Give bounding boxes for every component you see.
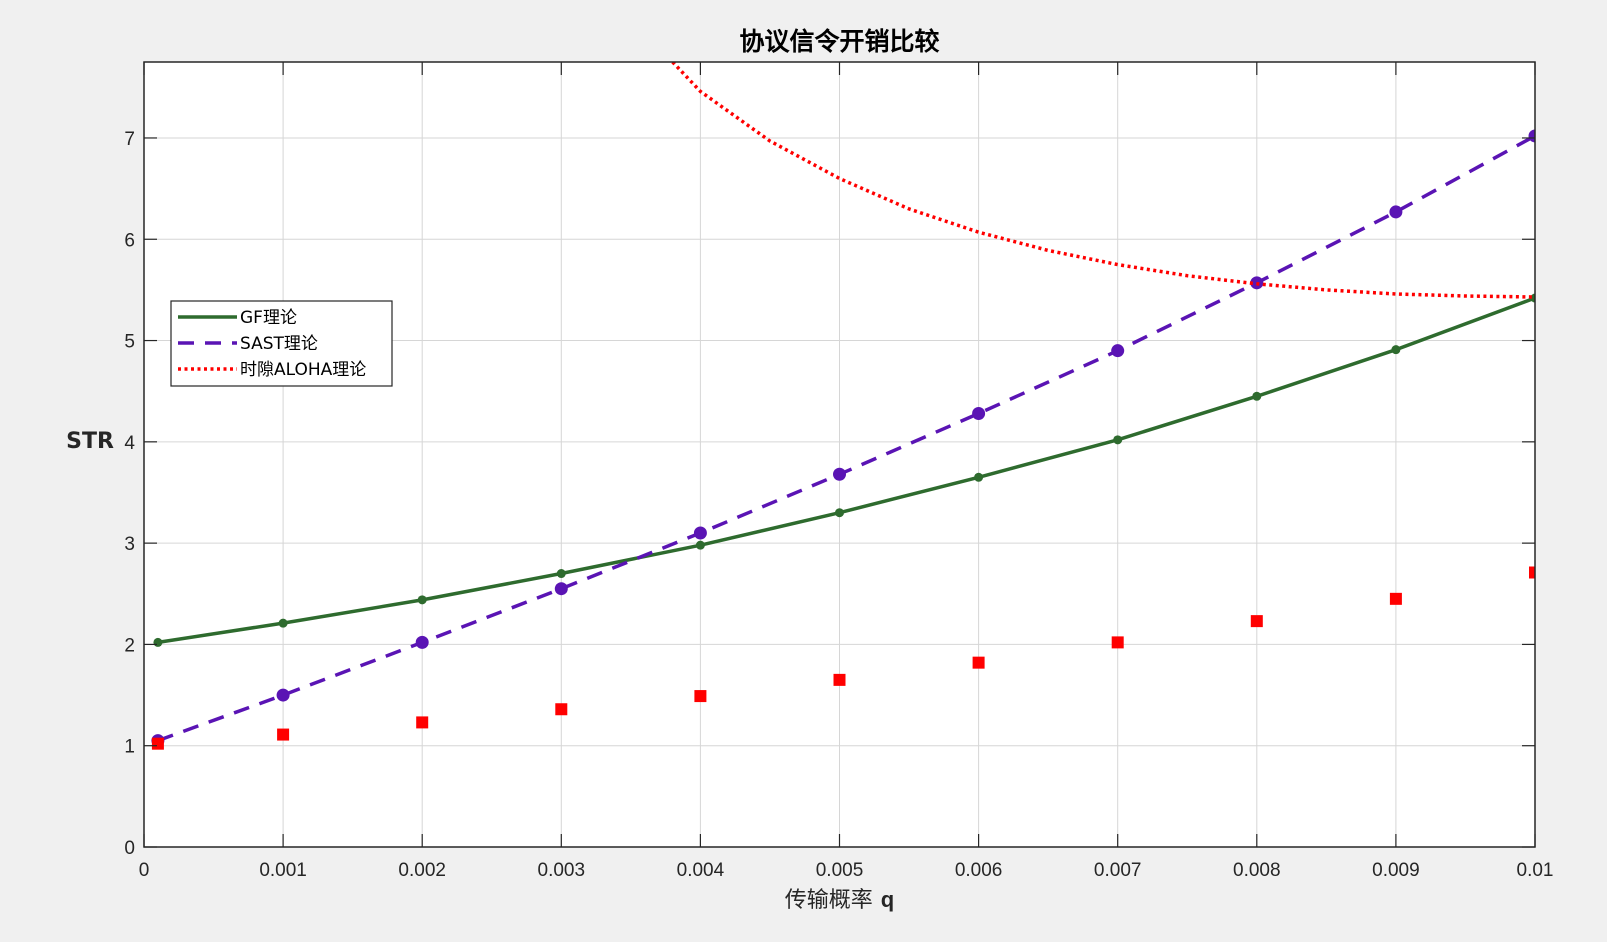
- series-sast: [151, 129, 1535, 748]
- data-point-sast: [415, 635, 429, 649]
- data-point-sast: [1111, 344, 1125, 358]
- data-point-aloha: [1529, 566, 1535, 579]
- data-point-aloha: [694, 690, 707, 703]
- x-tick-label: 0.001: [259, 860, 307, 881]
- data-point-gf: [417, 595, 427, 605]
- data-point-aloha: [1250, 615, 1263, 628]
- legend-label-gf: GF理论: [240, 308, 297, 328]
- data-point-aloha: [972, 656, 985, 669]
- data-point-sast: [693, 526, 707, 540]
- data-point-aloha: [416, 716, 429, 729]
- x-tick-label: 0.003: [538, 860, 586, 881]
- legend-label-sast: SAST理论: [240, 334, 318, 354]
- data-point-gf: [1113, 435, 1123, 445]
- y-tick-label: 1: [124, 737, 135, 758]
- data-point-gf: [1252, 391, 1262, 401]
- series-line-aloha: [671, 62, 1535, 299]
- data-point-sast: [554, 582, 568, 596]
- x-axis-title: 传输概率 q: [785, 887, 894, 913]
- y-tick-label: 3: [124, 534, 135, 555]
- data-point-sast: [972, 406, 986, 420]
- data-point-aloha: [151, 737, 164, 750]
- data-point-gf: [556, 569, 566, 579]
- series-gf: [153, 293, 1535, 647]
- data-point-aloha: [1389, 592, 1402, 605]
- x-tick-label: 0.008: [1233, 860, 1281, 881]
- data-point-sast: [1528, 129, 1535, 143]
- tick-labels: 0 0.001 0.002 0.003 0.004 0.005 0.006 0.007 0.00…: [124, 129, 1553, 881]
- data-point-gf: [695, 540, 705, 550]
- data-point-sast: [833, 467, 846, 481]
- series-layer: [151, 62, 1535, 750]
- data-point-gf: [835, 508, 844, 518]
- data-point-sast: [1389, 205, 1403, 219]
- y-tick-label: 2: [124, 635, 135, 656]
- x-tick-label: 0: [139, 860, 150, 881]
- x-axis-title-text: 传输概率: [785, 888, 873, 913]
- y-tick-label: 6: [124, 230, 135, 251]
- data-point-gf: [1391, 345, 1401, 355]
- chart-title: 协议信令开销比较: [739, 27, 939, 56]
- y-axis-title: STR: [66, 429, 114, 454]
- data-point-gf: [278, 618, 288, 628]
- x-tick-label: 0.009: [1372, 860, 1420, 881]
- x-tick-label: 0.007: [1094, 860, 1142, 881]
- y-tick-label: 7: [124, 129, 135, 150]
- x-tick-label: 0.004: [677, 860, 725, 881]
- data-point-aloha: [555, 703, 568, 716]
- data-point-aloha: [833, 673, 846, 686]
- x-tick-label: 0.01: [1517, 860, 1554, 881]
- x-axis-title-symbol: q: [881, 887, 894, 912]
- data-point-aloha: [277, 728, 290, 741]
- series-aloha: [151, 62, 1535, 750]
- x-tick-label: 0.005: [816, 860, 864, 881]
- y-tick-label: 4: [124, 433, 135, 454]
- legend-label-aloha: 时隙ALOHA理论: [240, 360, 366, 380]
- data-point-sast: [276, 688, 290, 702]
- y-tick-label: 0: [124, 838, 135, 859]
- legend: GF理论 SAST理论 时隙ALOHA理论: [170, 300, 393, 387]
- data-point-gf: [974, 472, 984, 482]
- y-tick-label: 5: [124, 332, 135, 353]
- data-point-gf: [153, 637, 163, 647]
- data-point-aloha: [1111, 636, 1124, 649]
- x-tick-label: 0.002: [398, 860, 446, 881]
- ticks: [143, 62, 1536, 848]
- x-tick-label: 0.006: [955, 860, 1003, 881]
